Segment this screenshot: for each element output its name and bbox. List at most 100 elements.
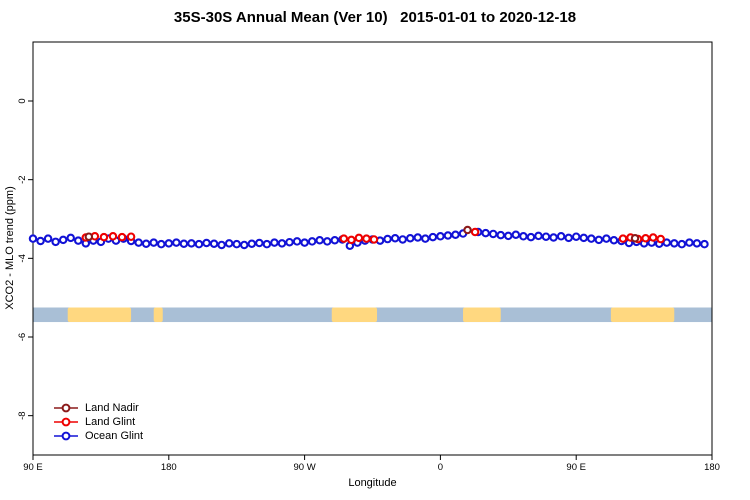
data-point xyxy=(362,234,371,243)
data-point xyxy=(108,232,118,241)
data-point xyxy=(51,237,60,247)
data-point xyxy=(307,237,317,246)
x-tick-label: 90 E xyxy=(566,462,586,473)
data-point xyxy=(99,232,109,242)
legend: Land Nadir Land Glint Ocean Glint xyxy=(52,401,143,443)
data-point xyxy=(602,234,611,243)
data-point xyxy=(504,231,513,241)
x-tick-label: 180 xyxy=(704,462,720,473)
data-point xyxy=(436,232,445,241)
data-point xyxy=(443,231,453,240)
data-point xyxy=(247,239,257,249)
plot-frame xyxy=(32,41,713,456)
data-point xyxy=(587,234,596,243)
legend-symbol xyxy=(54,403,78,413)
land-patch xyxy=(153,307,163,323)
legend-symbol xyxy=(54,431,78,441)
legend-entry-land-nadir: Land Nadir xyxy=(52,401,143,415)
data-point xyxy=(141,239,151,249)
data-point xyxy=(157,239,166,249)
legend-label: Ocean Glint xyxy=(85,430,144,442)
series-land-glint xyxy=(81,227,665,245)
data-point xyxy=(677,239,687,249)
series-ocean-glint xyxy=(28,227,709,250)
data-point xyxy=(700,239,709,249)
data-point xyxy=(648,233,658,242)
map-band xyxy=(33,307,712,323)
data-point xyxy=(292,237,302,246)
land-patch xyxy=(67,307,132,323)
data-point xyxy=(534,231,543,241)
legend-entry-land-glint: Land Glint xyxy=(52,415,143,429)
data-point xyxy=(670,239,679,248)
axes: 90 E 180 90 W 0 90 E 180 0 -2 -4 -6 -8 xyxy=(17,98,720,473)
data-point xyxy=(149,238,158,247)
legend-symbol xyxy=(54,417,78,427)
data-point xyxy=(255,238,264,248)
data-point xyxy=(277,239,287,248)
data-point xyxy=(66,233,75,243)
data-point xyxy=(541,232,551,241)
data-point xyxy=(164,239,174,248)
data-point xyxy=(641,234,650,243)
data-point xyxy=(656,234,665,244)
data-point xyxy=(339,234,349,243)
data-point xyxy=(618,234,628,243)
data-point xyxy=(549,233,558,242)
land-patch xyxy=(331,307,378,323)
data-point xyxy=(74,236,83,245)
y-axis-label: XCO2 - MLO trend (ppm) xyxy=(4,186,16,310)
data-point xyxy=(202,238,211,248)
data-point xyxy=(556,232,566,241)
legend-entry-ocean-glint: Ocean Glint xyxy=(52,429,143,443)
legend-label: Land Glint xyxy=(85,416,136,428)
data-point xyxy=(405,234,415,243)
data-point xyxy=(36,236,45,246)
data-point xyxy=(511,230,521,239)
data-point xyxy=(354,233,364,243)
data-point xyxy=(662,238,671,247)
data-point xyxy=(369,235,379,244)
data-point xyxy=(413,233,423,242)
data-point xyxy=(451,230,460,239)
data-point xyxy=(270,238,279,247)
data-point xyxy=(224,239,234,248)
data-point xyxy=(692,239,702,248)
data-point xyxy=(84,232,94,241)
x-tick-label: 90 W xyxy=(294,462,316,473)
land-patch xyxy=(463,307,501,323)
data-point xyxy=(609,235,619,245)
y-tick-label: -2 xyxy=(17,175,28,183)
data-point xyxy=(262,239,272,249)
data-point xyxy=(58,235,68,245)
x-tick-label: 90 E xyxy=(23,462,43,473)
data-point xyxy=(347,235,356,245)
data-point xyxy=(470,227,480,237)
data-point xyxy=(285,237,294,247)
land-patch xyxy=(610,307,675,323)
y-tick-label: 0 xyxy=(17,98,28,103)
data-point xyxy=(217,240,226,250)
data-point xyxy=(126,232,136,241)
data-point xyxy=(239,240,249,250)
data-point xyxy=(172,238,181,247)
data-point xyxy=(117,232,127,242)
legend-label: Land Nadir xyxy=(85,402,139,414)
x-axis-label: Longitude xyxy=(348,477,397,489)
data-point xyxy=(43,234,53,243)
data-point xyxy=(179,239,189,249)
data-point xyxy=(571,232,581,241)
data-point xyxy=(322,237,332,246)
data-point xyxy=(481,228,490,238)
y-tick-label: -8 xyxy=(17,411,28,419)
data-point xyxy=(685,238,694,247)
data-point xyxy=(526,232,536,242)
data-point xyxy=(209,239,219,249)
data-point xyxy=(300,238,309,247)
data-point xyxy=(194,239,204,249)
data-point xyxy=(187,239,196,248)
y-tick-label: -6 xyxy=(17,333,28,341)
series-land-nadir xyxy=(84,225,640,243)
data-point xyxy=(330,235,340,245)
